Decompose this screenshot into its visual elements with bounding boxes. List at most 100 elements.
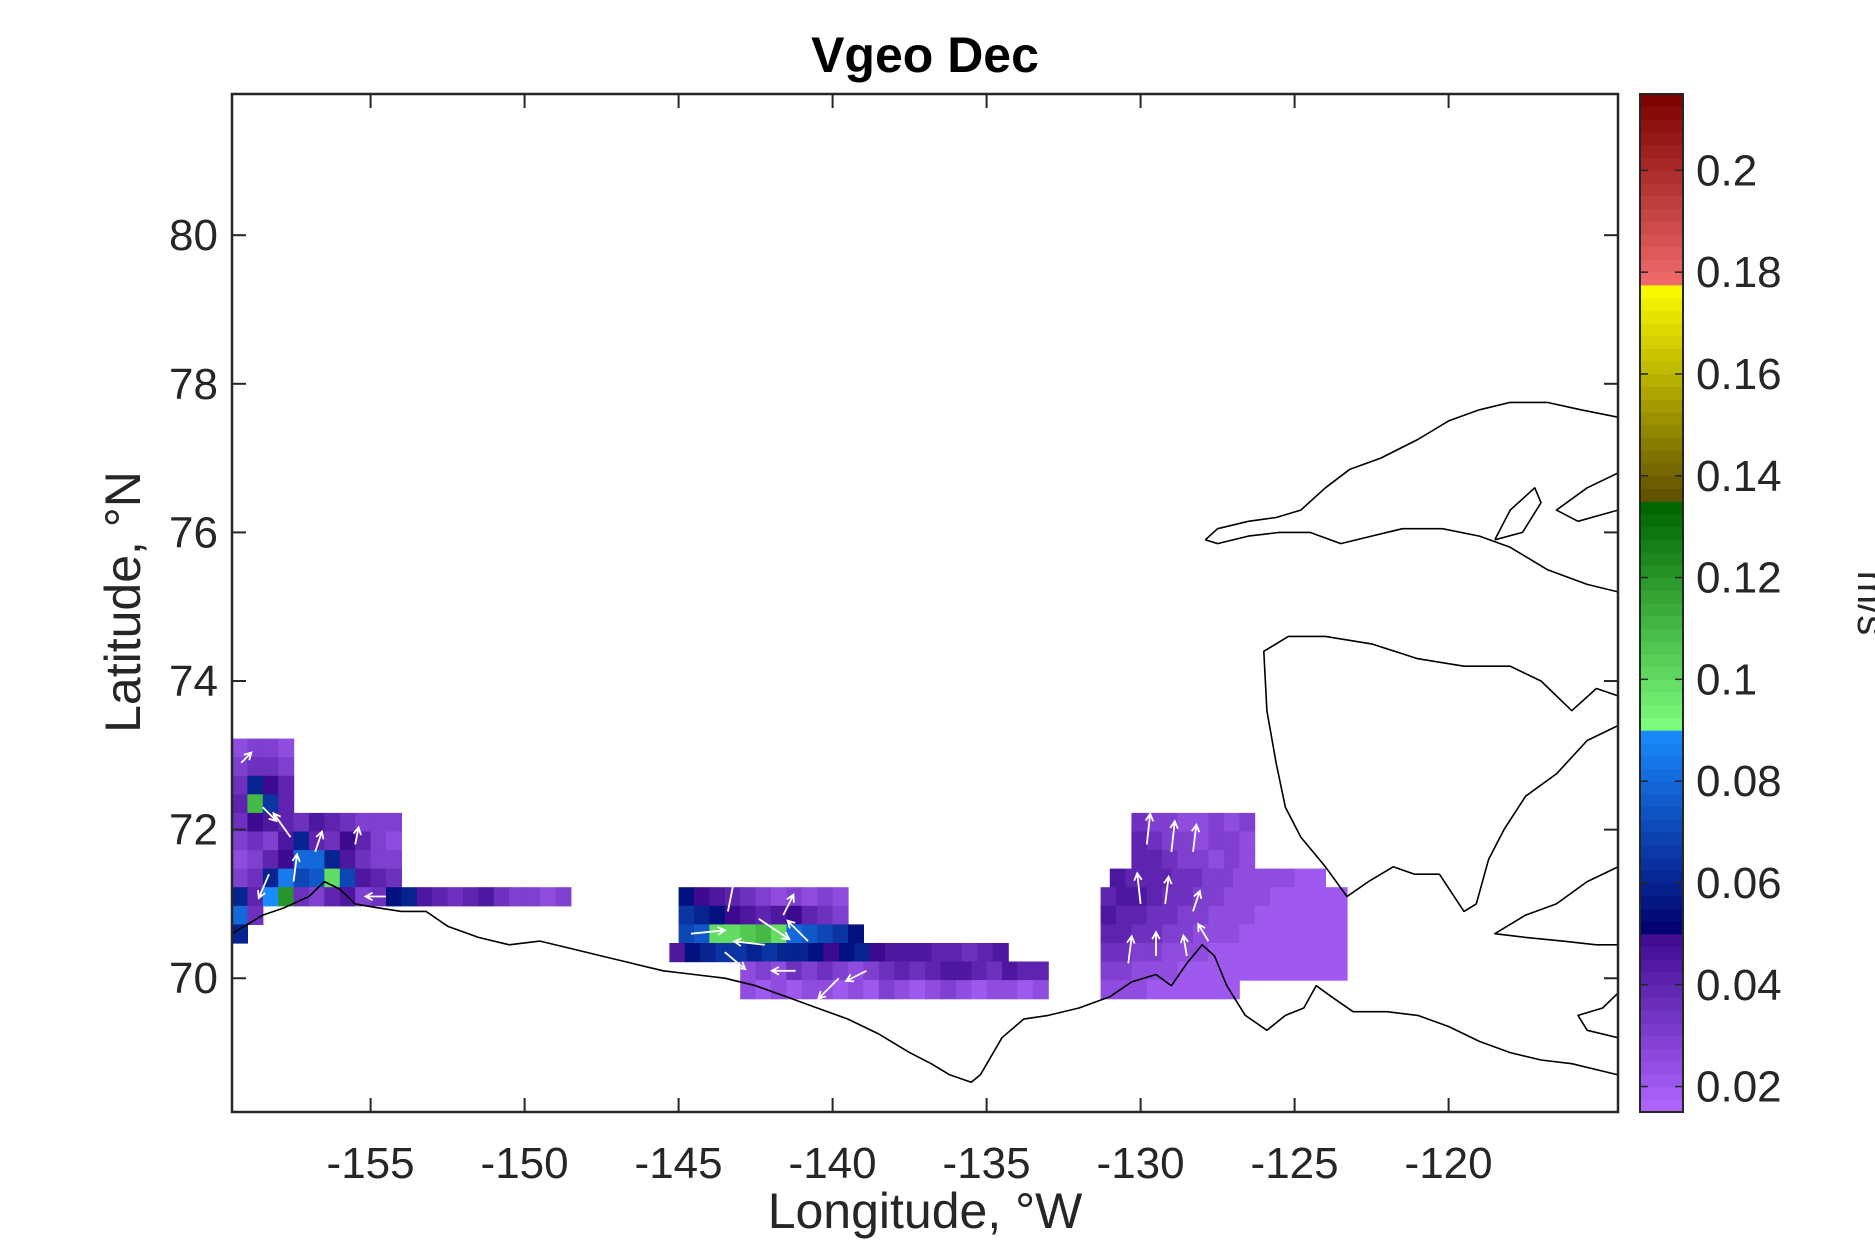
heatmap-cell <box>848 961 864 981</box>
colorbar-swatch <box>1640 501 1683 515</box>
heatmap-cell <box>1270 887 1286 907</box>
colorbar-swatch <box>1640 755 1683 769</box>
velocity-arrow <box>1144 812 1155 845</box>
heatmap-cell <box>848 980 864 1000</box>
heatmap-cell <box>386 868 402 888</box>
velocity-arrow <box>786 919 809 942</box>
heatmap-cell <box>755 961 772 981</box>
heatmap-cell <box>1193 961 1209 981</box>
colorbar-swatch <box>1640 1073 1683 1087</box>
colorbar-swatch <box>1640 730 1683 744</box>
heatmap-cell <box>1217 868 1234 888</box>
heatmap-cell <box>817 887 834 907</box>
colorbar-swatch <box>1640 870 1683 884</box>
colorbar-swatch <box>1640 335 1683 349</box>
heatmap-cell <box>1100 887 1117 907</box>
colorbar-swatch <box>1640 641 1683 655</box>
colorbar-tick-label: 0.18 <box>1696 248 1782 297</box>
heatmap-cell <box>1131 980 1148 1000</box>
colorbar-tick-label: 0.14 <box>1696 452 1782 501</box>
heatmap-cell <box>262 887 279 907</box>
heatmap-cell <box>386 831 402 851</box>
heatmap-cell <box>1100 905 1117 925</box>
heatmap-cell <box>817 905 834 925</box>
heatmap-cell <box>1193 980 1209 1000</box>
heatmap-cell <box>278 850 295 870</box>
heatmap-cell <box>709 905 726 925</box>
heatmap-cell <box>1223 924 1240 944</box>
heatmap-cell <box>447 887 464 907</box>
heatmap-cell <box>278 887 295 907</box>
heatmap-cell <box>1254 887 1271 907</box>
colorbar-swatch <box>1640 106 1683 120</box>
velocity-arrow <box>1126 934 1136 964</box>
y-tick-label: 70 <box>169 954 218 1003</box>
colorbar-swatch <box>1640 959 1683 973</box>
velocity-arrow <box>272 811 292 838</box>
heatmap-cell <box>416 887 433 907</box>
heatmap-cell <box>293 831 310 851</box>
heatmap-cell <box>1146 980 1163 1000</box>
heatmap-cell <box>801 887 818 907</box>
heatmap-cell <box>848 924 864 944</box>
heatmap-cell <box>971 961 988 981</box>
heatmap-cell <box>755 924 772 944</box>
colorbar-swatch <box>1640 272 1683 286</box>
heatmap-cell <box>401 887 418 907</box>
heatmap-cell <box>1223 887 1240 907</box>
heatmap-cell <box>1270 961 1286 981</box>
heatmap-cell <box>247 775 264 795</box>
heatmap-cell <box>1032 961 1049 981</box>
y-axis: 70 72 74 76 78 80 <box>169 211 1618 1003</box>
colorbar-swatch <box>1640 259 1683 273</box>
heatmap-cell <box>786 924 803 944</box>
colorbar-swatch <box>1640 412 1683 426</box>
heatmap-cell <box>1223 850 1240 870</box>
heatmap-cell <box>1131 831 1148 851</box>
plot-frame <box>230 92 1620 1114</box>
heatmap-cell <box>1331 887 1348 907</box>
heatmap-cell <box>1254 924 1271 944</box>
heatmap-cell <box>854 943 871 963</box>
heatmap-cell <box>1239 850 1256 870</box>
heatmap-cell <box>262 738 279 758</box>
velocity-arrow <box>724 951 747 971</box>
heatmap-cell <box>801 924 818 944</box>
colorbar-swatch <box>1640 997 1683 1011</box>
heatmap-cell <box>1285 943 1302 963</box>
colorbar-swatch <box>1640 386 1683 400</box>
x-axis-label: Longitude, °W <box>768 1183 1083 1239</box>
heatmap-cell <box>478 887 495 907</box>
heatmap-cell <box>1100 961 1117 981</box>
heatmap-cell <box>724 905 741 925</box>
heatmap-cell <box>786 980 803 1000</box>
heatmap-cell <box>1300 961 1317 981</box>
velocity-arrow <box>1163 874 1173 905</box>
colorbar-swatch <box>1640 1099 1683 1113</box>
velocity-arrow <box>363 891 386 902</box>
heatmap-cell <box>1177 850 1194 870</box>
heatmap-cell <box>232 831 248 851</box>
heatmap-cell <box>955 961 972 981</box>
colorbar-swatch <box>1640 819 1683 833</box>
heatmap-cell <box>309 887 325 907</box>
colorbar-swatch <box>1640 564 1683 578</box>
heatmap-cell <box>355 831 372 851</box>
colorbar-swatch <box>1640 781 1683 795</box>
heatmap-cell <box>540 887 556 907</box>
heatmap-cell <box>278 738 295 758</box>
heatmap-cell <box>1300 924 1317 944</box>
heatmap-cell <box>1239 961 1256 981</box>
heatmap-cell <box>894 961 911 981</box>
heatmap-cell <box>1116 905 1132 925</box>
heatmap-cell <box>463 887 479 907</box>
heatmap-cell <box>309 868 325 888</box>
heatmap-cell <box>940 961 957 981</box>
heatmap-cell <box>1177 831 1194 851</box>
heatmap-cell <box>1193 831 1209 851</box>
plot-background <box>232 94 1618 1112</box>
heatmap-cell <box>900 943 917 963</box>
heatmap-cell <box>678 887 695 907</box>
heatmap-cell <box>386 812 402 833</box>
heatmap-cell <box>709 887 726 907</box>
